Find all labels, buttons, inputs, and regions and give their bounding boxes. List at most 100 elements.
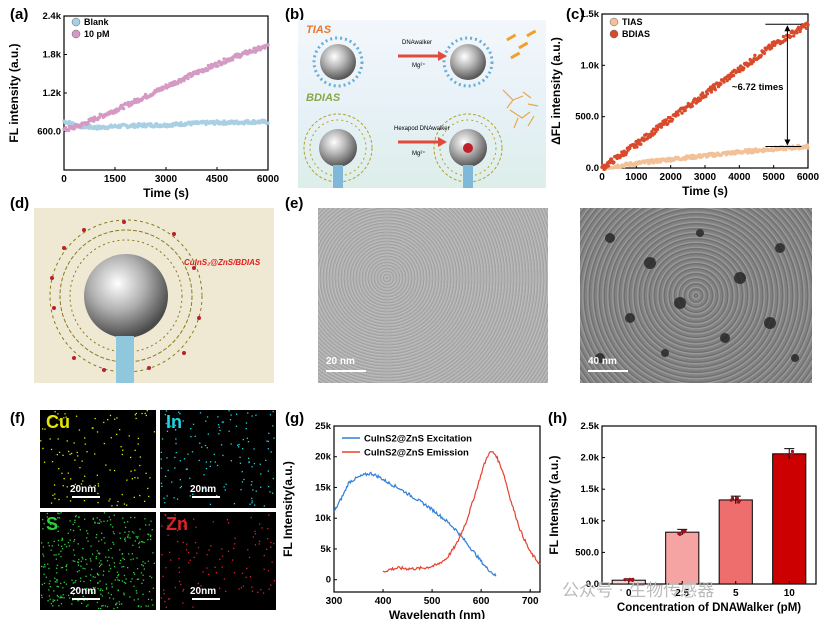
eds-signal	[66, 546, 68, 548]
eds-s-scale: 20nm	[70, 586, 97, 597]
eds-signal	[273, 580, 276, 582]
eds-signal	[186, 543, 188, 545]
eds-signal	[122, 557, 124, 560]
data-point	[666, 122, 670, 126]
eds-signal	[206, 416, 209, 418]
eds-signal	[107, 549, 110, 551]
eds-signal	[53, 554, 55, 556]
eds-signal	[82, 595, 84, 598]
eds-signal	[48, 583, 50, 585]
eds-signal	[86, 563, 88, 565]
eds-signal	[178, 558, 180, 560]
eds-signal	[193, 518, 195, 520]
eds-signal	[221, 566, 223, 568]
eds-signal	[134, 449, 136, 451]
eds-signal	[147, 538, 149, 541]
data-point	[690, 104, 695, 108]
eds-signal	[102, 574, 104, 576]
eds-signal	[122, 565, 125, 568]
replicate-point	[683, 529, 687, 533]
eds-signal	[197, 546, 200, 549]
eds-signal	[91, 568, 93, 570]
eds-signal	[77, 455, 79, 457]
x-tick-label: 1500	[104, 174, 127, 185]
eds-signal	[72, 594, 75, 596]
eds-signal	[64, 543, 66, 546]
eds-signal	[50, 527, 52, 529]
replicate-point	[790, 454, 794, 458]
eds-signal	[105, 464, 107, 466]
eds-signal	[129, 596, 131, 598]
eds-signal	[74, 539, 76, 541]
eds-signal	[80, 483, 83, 485]
eds-signal	[44, 564, 46, 566]
eds-signal	[58, 451, 61, 453]
eds-signal	[271, 561, 273, 563]
eds-signal	[80, 560, 82, 562]
eds-signal	[67, 594, 70, 597]
eds-signal	[260, 486, 262, 488]
eds-signal	[134, 469, 136, 471]
legend-label: CuInS2@ZnS Emission	[364, 448, 469, 459]
eds-signal	[200, 585, 202, 587]
watermark: 公众号 · 生物传感器	[562, 581, 715, 601]
y-tick-label: 15k	[315, 482, 332, 493]
eds-signal	[97, 573, 99, 576]
eds-signal	[69, 500, 72, 502]
eds-signal	[110, 524, 112, 526]
x-tick-label: 3000	[694, 172, 717, 183]
eds-signal	[56, 594, 58, 597]
eds-signal	[140, 572, 143, 574]
x-tick-label: 10	[784, 588, 796, 599]
eds-signal	[217, 416, 219, 418]
eds-signal	[92, 517, 94, 519]
eds-cu-scale: 20nm	[70, 484, 97, 495]
panel-label-b: (b)	[285, 6, 305, 23]
eds-signal	[251, 502, 253, 504]
eds-signal	[137, 437, 139, 440]
data-point	[683, 108, 687, 113]
y-axis-label: FL Intensity(a.u.)	[282, 461, 295, 557]
released-branches	[502, 89, 539, 129]
eds-signal	[168, 598, 170, 600]
eds-signal	[58, 468, 60, 470]
eds-signal	[125, 578, 127, 580]
eds-signal	[254, 504, 256, 506]
eds-signal	[242, 448, 244, 450]
eds-signal	[183, 519, 185, 522]
eds-signal	[113, 543, 115, 545]
eds-signal	[123, 574, 126, 577]
eds-signal	[57, 413, 59, 415]
eds-signal	[145, 605, 147, 607]
eds-signal	[103, 442, 105, 445]
scheme-d-graphic	[49, 219, 203, 383]
y-tick-label: 2.5k	[581, 421, 600, 432]
eds-signal	[98, 566, 101, 568]
eds-signal	[97, 522, 99, 524]
eds-signal	[98, 540, 100, 542]
eds-signal	[116, 504, 118, 507]
eds-signal	[189, 495, 191, 497]
eds-signal	[57, 530, 59, 532]
eds-signal	[250, 484, 252, 486]
eds-signal	[51, 545, 53, 547]
eds-signal	[227, 522, 230, 524]
eds-signal	[149, 535, 152, 538]
eds-signal	[139, 494, 141, 497]
eds-signal	[89, 579, 92, 582]
eds-signal	[42, 447, 44, 450]
eds-signal	[86, 451, 88, 453]
eds-signal	[101, 532, 103, 534]
eds-signal	[184, 518, 186, 520]
eds-signal	[270, 451, 272, 453]
eds-signal	[74, 581, 76, 583]
eds-signal	[165, 422, 167, 425]
eds-signal	[117, 579, 119, 581]
data-point	[705, 92, 710, 96]
eds-signal	[219, 587, 221, 589]
legend-marker	[71, 29, 81, 39]
eds-signal	[160, 482, 163, 485]
scheme-b-graphic	[303, 29, 539, 188]
eds-signal	[139, 541, 141, 543]
eds-signal	[192, 606, 194, 608]
